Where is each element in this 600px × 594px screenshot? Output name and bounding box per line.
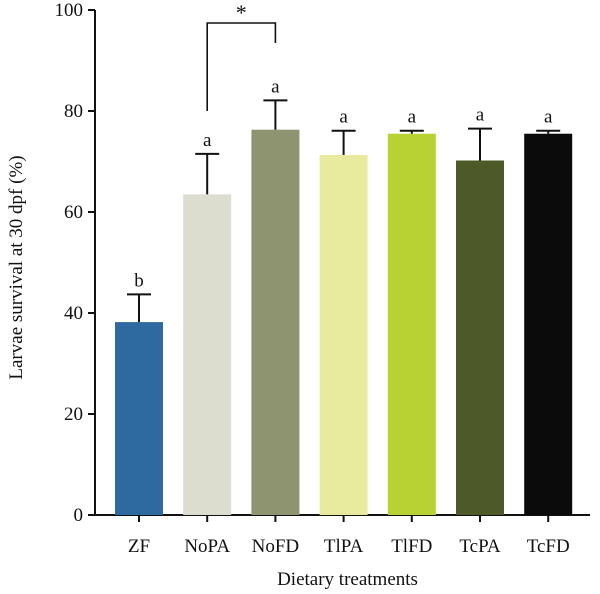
bar <box>183 194 232 515</box>
bar <box>115 322 163 515</box>
x-tick-label: NoFD <box>252 536 300 557</box>
significance-letter: a <box>339 107 348 128</box>
significance-letter: a <box>544 107 553 128</box>
x-tick-label: TlPA <box>324 536 364 557</box>
y-tick-label: 100 <box>55 0 84 21</box>
x-tick-label: TcFD <box>527 536 570 557</box>
significance-letter: b <box>134 270 144 291</box>
bar <box>524 133 573 515</box>
x-axis-title: Dietary treatments <box>277 569 418 590</box>
x-tick-label: ZF <box>128 536 150 557</box>
annotations: * <box>206 0 277 111</box>
x-tick-label: TcPA <box>459 536 501 557</box>
bar <box>319 154 368 515</box>
bar <box>456 160 504 516</box>
bar <box>387 133 436 515</box>
x-axis: ZF NoPA NoFD TlPA TlFD TcPA TcFD <box>95 514 590 557</box>
significance-letter: a <box>476 105 485 126</box>
y-tick-label: 0 <box>74 505 84 526</box>
y-tick-label: 40 <box>64 303 83 324</box>
x-tick-label: TlFD <box>391 536 432 557</box>
comparison-bracket <box>206 22 277 111</box>
significance-letter: a <box>203 130 212 151</box>
significance-letter: a <box>271 76 280 97</box>
bar <box>251 129 300 515</box>
y-tick-label: 60 <box>64 202 83 223</box>
y-axis: 0 20 40 60 80 100 <box>55 0 96 526</box>
y-tick-label: 80 <box>64 101 83 122</box>
bars: b a a a a a a <box>115 76 573 516</box>
x-tick-label: NoPA <box>184 536 230 557</box>
significance-letter: a <box>408 107 417 128</box>
y-tick-label: 20 <box>64 404 83 425</box>
y-axis-title: Larvae survival at 30 dpf (%) <box>6 155 27 379</box>
significance-star: * <box>236 0 247 25</box>
